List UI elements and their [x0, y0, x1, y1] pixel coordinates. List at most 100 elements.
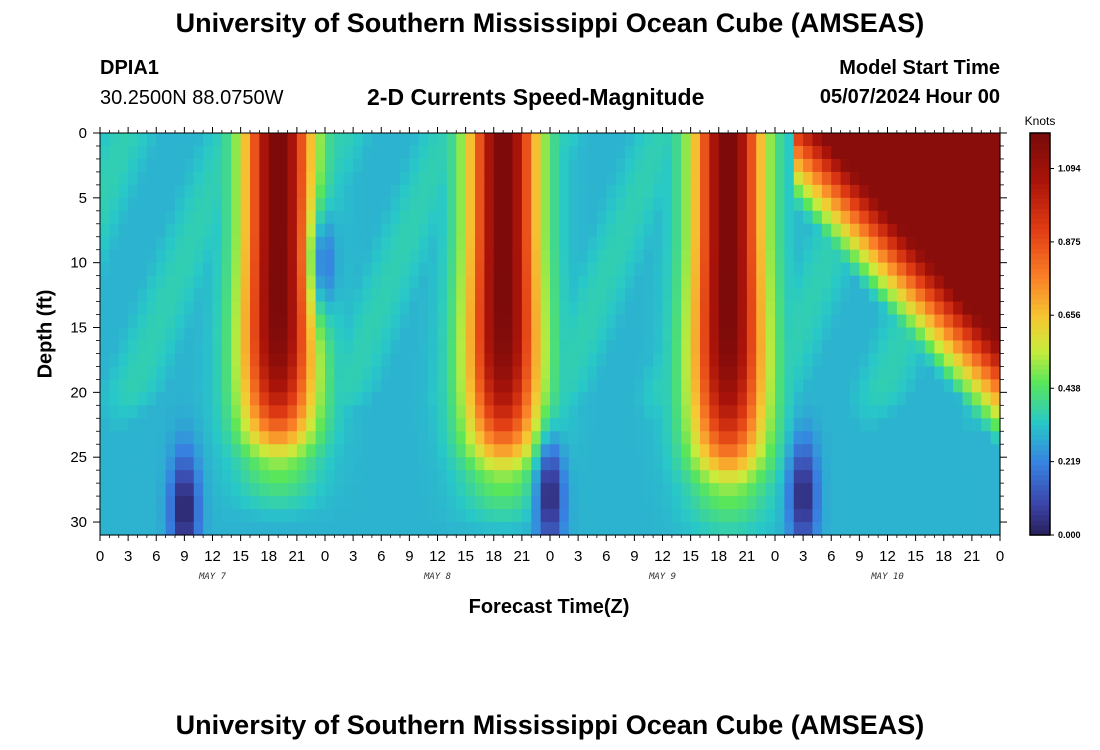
heatmap-cell: [681, 392, 692, 406]
heatmap-cell: [756, 522, 767, 536]
heatmap-cell: [578, 496, 589, 510]
heatmap-cell: [803, 418, 814, 432]
heatmap-cell: [765, 366, 776, 380]
colorbar-segment: [1030, 429, 1050, 436]
heatmap-cell: [400, 340, 410, 355]
heatmap-cell: [821, 197, 832, 212]
heatmap-cell: [475, 509, 485, 523]
heatmap-cell: [203, 133, 214, 147]
heatmap-cell: [662, 314, 673, 329]
heatmap-cell: [503, 171, 514, 186]
heatmap-cell: [409, 431, 420, 445]
heatmap-cell: [334, 379, 345, 393]
heatmap-cell: [278, 158, 289, 173]
heatmap-cell: [568, 262, 579, 277]
heatmap-cell: [278, 314, 289, 329]
colorbar-segment: [1030, 389, 1050, 395]
heatmap-cell: [521, 197, 532, 212]
heatmap-cell: [962, 353, 973, 368]
heatmap-cell: [118, 210, 129, 225]
heatmap-cell: [146, 457, 157, 471]
heatmap-cell: [709, 457, 720, 471]
heatmap-cell: [718, 158, 729, 173]
heatmap-cell: [615, 133, 626, 147]
heatmap-cell: [137, 184, 148, 199]
heatmap-cell: [128, 418, 139, 432]
heatmap-cell: [559, 327, 570, 342]
heatmap-cell: [268, 418, 279, 432]
heatmap-cell: [775, 301, 785, 316]
heatmap-cell: [587, 509, 598, 523]
heatmap-cell: [428, 223, 439, 238]
heatmap-cell: [446, 470, 457, 484]
heatmap-cell: [765, 340, 776, 355]
heatmap-cell: [634, 133, 645, 147]
colorbar-segment: [1030, 424, 1050, 431]
heatmap-cell: [728, 431, 739, 445]
heatmap-cell: [296, 171, 307, 186]
heatmap-cell: [550, 210, 560, 225]
heatmap-cell: [334, 158, 345, 173]
heatmap-cell: [737, 184, 748, 199]
heatmap-cell: [550, 301, 560, 316]
heatmap-cell: [306, 171, 317, 186]
heatmap-cell: [268, 223, 279, 238]
heatmap-cell: [850, 522, 860, 536]
heatmap-cell: [934, 223, 945, 238]
heatmap-cell: [362, 392, 373, 406]
heatmap-cell: [315, 210, 326, 225]
heatmap-cell: [887, 314, 898, 329]
heatmap-cell: [840, 431, 851, 445]
heatmap-cell: [812, 236, 823, 251]
heatmap-cell: [625, 496, 635, 510]
heatmap-cell: [390, 392, 401, 406]
heatmap-cell: [259, 418, 270, 432]
heatmap-cell: [343, 418, 354, 432]
heatmap-cell: [981, 223, 992, 238]
heatmap-cell: [690, 457, 701, 471]
heatmap-cell: [690, 327, 701, 342]
heatmap-cell: [428, 522, 439, 536]
heatmap-cell: [475, 275, 485, 290]
heatmap-cell: [428, 197, 439, 212]
heatmap-cell: [578, 275, 589, 290]
heatmap-cell: [512, 223, 523, 238]
heatmap-cell: [971, 522, 982, 536]
heatmap-cell: [203, 405, 214, 419]
heatmap-cell: [625, 522, 635, 536]
heatmap-cell: [831, 327, 842, 342]
heatmap-cell: [962, 457, 973, 471]
heatmap-cell: [859, 158, 870, 173]
heatmap-cell: [653, 197, 664, 212]
heatmap-cell: [981, 288, 992, 303]
heatmap-cell: [175, 340, 185, 355]
heatmap-cell: [578, 288, 589, 303]
heatmap-cell: [465, 171, 476, 186]
heatmap-cell: [850, 210, 860, 225]
heatmap-cell: [981, 249, 992, 264]
heatmap-cell: [625, 210, 635, 225]
heatmap-cell: [118, 509, 129, 523]
colorbar-segment: [1030, 509, 1050, 516]
heatmap-cell: [578, 262, 589, 277]
heatmap-cell: [681, 470, 692, 484]
heatmap-cell: [868, 431, 879, 445]
heatmap-cell: [475, 171, 485, 186]
heatmap-cell: [606, 496, 617, 510]
heatmap-cell: [493, 184, 504, 199]
colorbar-segment: [1030, 238, 1050, 245]
heatmap-cell: [934, 405, 945, 419]
heatmap-cell: [268, 457, 279, 471]
heatmap-cell: [868, 366, 879, 380]
heatmap-cell: [550, 457, 560, 471]
heatmap-cell: [653, 158, 664, 173]
heatmap-cell: [493, 301, 504, 316]
heatmap-cell: [540, 418, 551, 432]
colorbar-segment: [1030, 494, 1050, 501]
heatmap-cell: [653, 509, 664, 523]
heatmap-cell: [850, 405, 860, 419]
heatmap-cell: [953, 210, 964, 225]
heatmap-cell: [268, 288, 279, 303]
heatmap-cell: [643, 392, 654, 406]
y-tick-label: 25: [70, 449, 87, 466]
